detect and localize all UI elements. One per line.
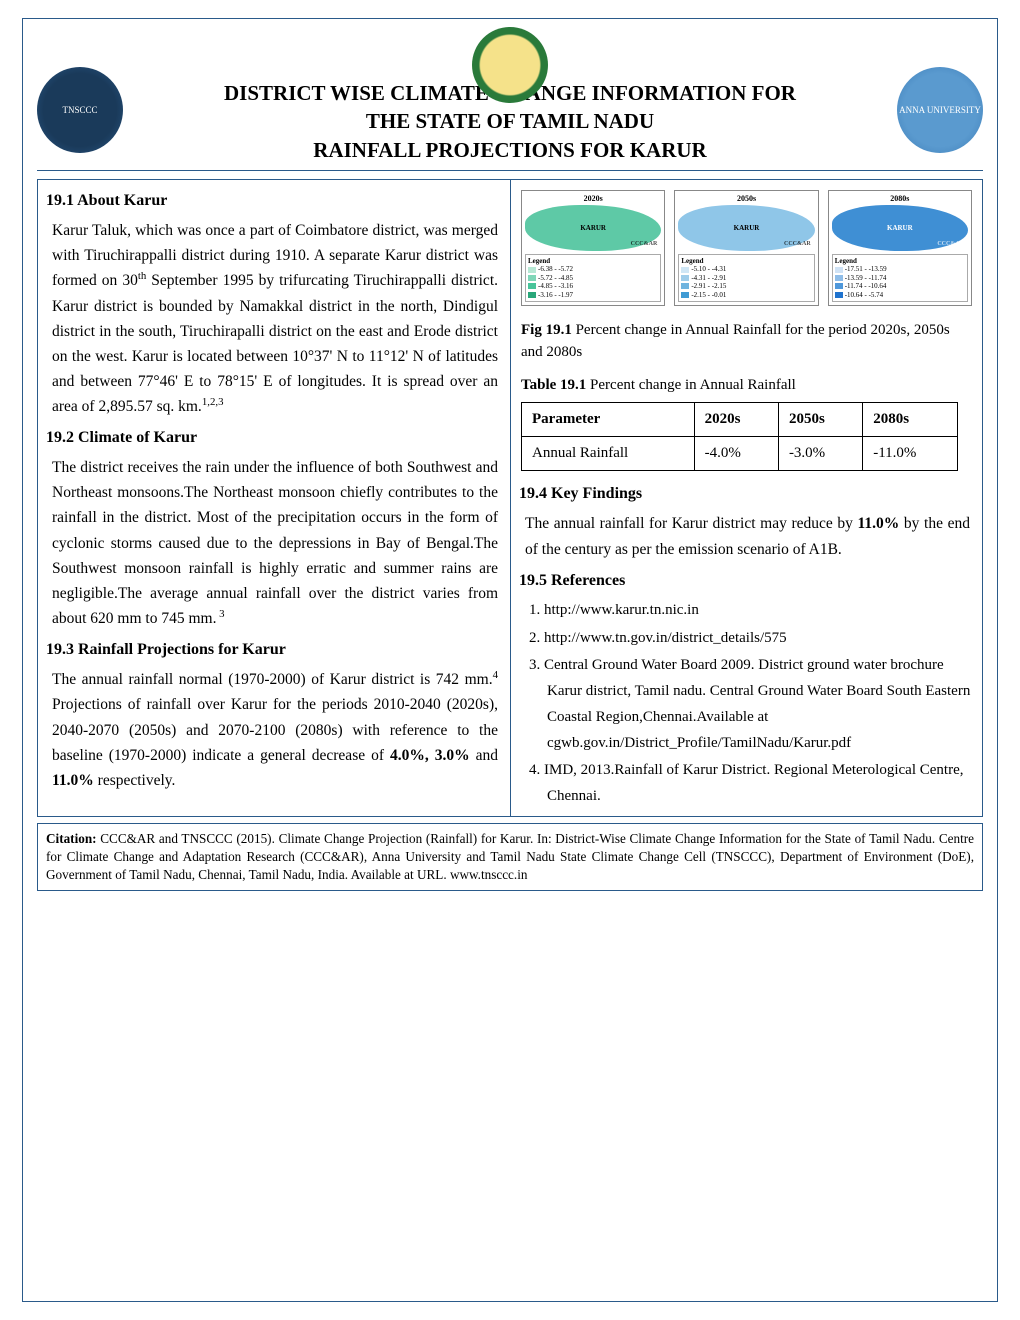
table-col-head: 2020s: [694, 403, 778, 437]
s1-text-b: September 1995 by trifurcating Tiruchira…: [52, 272, 498, 415]
fig-cap-bold: Fig 19.1: [521, 322, 572, 338]
table-cell: -3.0%: [778, 437, 862, 471]
two-column-body: 19.1 About Karur Karur Taluk, which was …: [37, 179, 983, 817]
s3-mid: and: [470, 747, 498, 764]
reference-item: 3. Central Ground Water Board 2009. Dist…: [529, 653, 972, 756]
table-cell: Annual Rainfall: [522, 437, 695, 471]
reference-item: 1. http://www.karur.tn.nic.in: [529, 598, 972, 624]
page-frame: TNSCCC DISTRICT WISE CLIMATE CHANGE INFO…: [22, 18, 998, 1302]
s3-text-c: respectively.: [94, 772, 176, 789]
citation-box: Citation: CCC&AR and TNSCCC (2015). Clim…: [37, 823, 983, 890]
references-list: 1. http://www.karur.tn.nic.in2. http://w…: [529, 598, 972, 810]
table-cell: -11.0%: [863, 437, 958, 471]
tnsccc-logo-icon: TNSCCC: [37, 67, 123, 153]
table-row: Annual Rainfall-4.0%-3.0%-11.0%: [522, 437, 958, 471]
table-col-head: 2080s: [863, 403, 958, 437]
map-period-label: 2080s: [832, 194, 968, 203]
figure-19-1: 2020sKARURCCC&ARLegend-6.38 - -5.72-5.72…: [519, 184, 974, 310]
table-19-1: Parameter2020s2050s2080s Annual Rainfall…: [521, 402, 958, 471]
reference-item: 4. IMD, 2013.Rainfall of Karur District.…: [529, 758, 972, 810]
table-header-row: Parameter2020s2050s2080s: [522, 403, 958, 437]
title-line-3: RAINFALL PROJECTIONS FOR KARUR: [313, 138, 706, 162]
maps-row: 2020sKARURCCC&ARLegend-6.38 - -5.72-5.72…: [521, 190, 972, 306]
map-legend: Legend-6.38 - -5.72-5.72 - -4.85-4.85 - …: [525, 254, 661, 302]
table-body: Annual Rainfall-4.0%-3.0%-11.0%: [522, 437, 958, 471]
citation-text: CCC&AR and TNSCCC (2015). Climate Change…: [46, 831, 974, 882]
s1-sup-refs: 1,2,3: [202, 396, 224, 408]
s3-bold-1: 4.0%, 3.0%: [390, 747, 470, 764]
s4-bold: 11.0%: [858, 515, 900, 532]
citation-label: Citation:: [46, 831, 97, 846]
district-map-icon: KARURCCC&AR: [832, 205, 968, 251]
tbl-cap-rest: Percent change in Annual Rainfall: [586, 377, 796, 393]
section-19-1-text: Karur Taluk, which was once a part of Co…: [52, 218, 498, 419]
section-19-1-head: 19.1 About Karur: [46, 192, 502, 210]
map-panel: 2020s KARURCCC&ARLegend-6.38 - -5.72-5.72…: [521, 190, 665, 306]
table-cell: -4.0%: [694, 437, 778, 471]
district-map-icon: KARURCCC&AR: [678, 205, 814, 251]
right-column: 2020sKARURCCC&ARLegend-6.38 - -5.72-5.72…: [510, 179, 983, 817]
title-line-1: DISTRICT WISE CLIMATE CHANGE INFORMATION…: [224, 81, 796, 105]
s2-sup: 3: [216, 608, 224, 620]
title-line-2: THE STATE OF TAMIL NADU: [366, 109, 654, 133]
document-header: TNSCCC DISTRICT WISE CLIMATE CHANGE INFO…: [37, 27, 983, 171]
tbl-cap-bold: Table 19.1: [521, 377, 586, 393]
section-19-2-head: 19.2 Climate of Karur: [46, 429, 502, 447]
document-title: DISTRICT WISE CLIMATE CHANGE INFORMATION…: [133, 27, 887, 164]
section-19-4-head: 19.4 Key Findings: [519, 485, 974, 503]
section-19-2-text: The district receives the rain under the…: [52, 455, 498, 631]
s1-sup-th: th: [138, 270, 146, 282]
district-map-icon: KARURCCC&AR: [525, 205, 661, 251]
table-caption: Table 19.1 Percent change in Annual Rain…: [521, 377, 972, 394]
section-19-3-text: The annual rainfall normal (1970-2000) o…: [52, 667, 498, 793]
section-19-3-head: 19.3 Rainfall Projections for Karur: [46, 641, 502, 659]
map-panel: 2050s KARURCCC&ARLegend-5.10 - -4.31-4.31…: [674, 190, 818, 306]
s4-text-a: The annual rainfall for Karur district m…: [525, 515, 858, 532]
s3-text-a: The annual rainfall normal (1970-2000) o…: [52, 671, 493, 688]
fig-cap-rest: Percent change in Annual Rainfall for th…: [521, 322, 950, 360]
map-period-label: 2020s: [525, 194, 661, 203]
figure-caption: Fig 19.1 Percent change in Annual Rainfa…: [521, 320, 972, 364]
reference-item: 2. http://www.tn.gov.in/district_details…: [529, 626, 972, 652]
table-col-head: Parameter: [522, 403, 695, 437]
map-legend: Legend-17.51 - -13.59-13.59 - -11.74-11.…: [832, 254, 968, 302]
map-legend: Legend-5.10 - -4.31-4.31 - -2.91-2.91 - …: [678, 254, 814, 302]
s3-bold-2: 11.0%: [52, 772, 94, 789]
anna-univ-logo-icon: ANNA UNIVERSITY: [897, 67, 983, 153]
section-19-4-text: The annual rainfall for Karur district m…: [525, 511, 970, 561]
table-col-head: 2050s: [778, 403, 862, 437]
section-19-5-head: 19.5 References: [519, 572, 974, 590]
map-panel: 2080s KARURCCC&ARLegend-17.51 - -13.59-13…: [828, 190, 972, 306]
map-period-label: 2050s: [678, 194, 814, 203]
left-column: 19.1 About Karur Karur Taluk, which was …: [37, 179, 510, 817]
s2-text: The district receives the rain under the…: [52, 459, 498, 627]
s3-sup: 4: [493, 669, 498, 681]
